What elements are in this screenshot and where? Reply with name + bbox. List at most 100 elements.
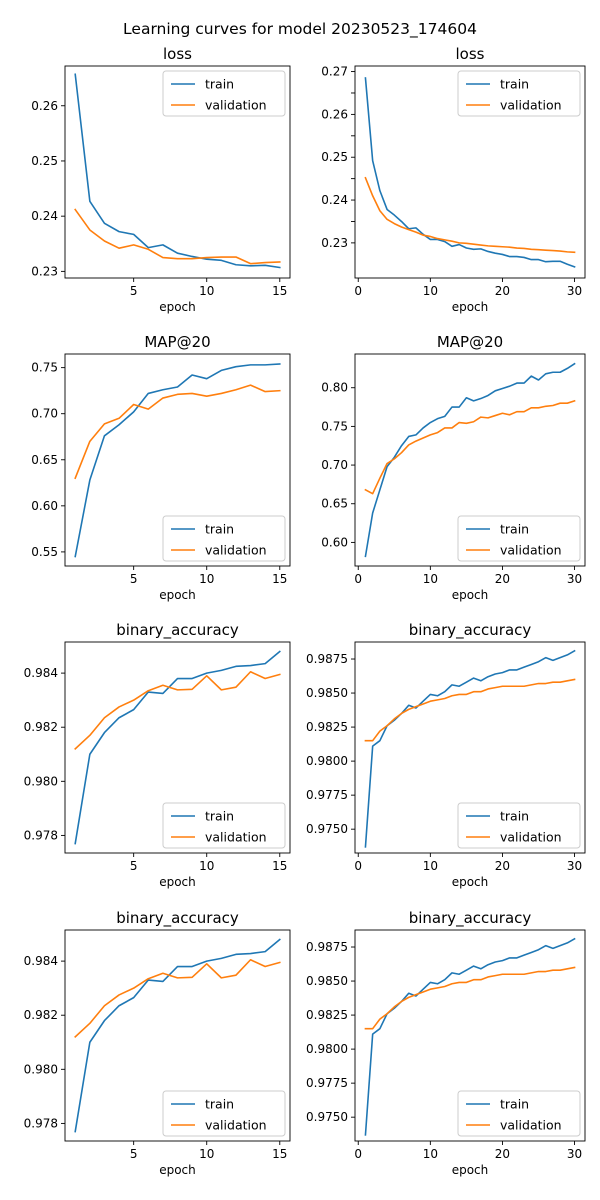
series-line-train: [74, 363, 281, 558]
legend-label-validation: validation: [205, 1118, 267, 1133]
y-tick-label: 0.9825: [306, 720, 348, 734]
x-axis-label: epoch: [159, 1163, 196, 1177]
axes-frame: [64, 641, 291, 854]
legend-label-train: train: [500, 522, 529, 537]
series-line-validation: [364, 966, 576, 1030]
subplot-3: MAP@20 5 10 15 0.55 0.60 0.65 0.70 0.75 epoch trai…: [31, 333, 291, 602]
legend-label-validation: validation: [500, 1118, 562, 1133]
legend: train validation: [162, 1090, 286, 1137]
y-tick-label: 0.982: [24, 1008, 58, 1022]
series-line-validation: [74, 384, 281, 480]
y-tick-label: 0.23: [31, 264, 58, 278]
y-tick-label: 0.984: [24, 666, 58, 680]
subplot-7: binary_accuracy 5 10 15 0.978 0.980 0.982 0.984…: [24, 909, 291, 1177]
y-tick-label: 0.70: [321, 458, 348, 472]
y-tick-label: 0.80: [321, 381, 348, 395]
subplot-2: loss 0 10 20 30 0.23 0.24 0.25 0.26 0.27 epoch trai…: [321, 45, 586, 314]
y-tick-label: 0.9775: [306, 788, 348, 802]
x-tick-label: 20: [495, 284, 510, 298]
x-tick-label: 20: [495, 1147, 510, 1161]
series-line-validation: [364, 678, 576, 742]
y-tick-label: 0.60: [31, 499, 58, 513]
legend-label-train: train: [500, 809, 529, 824]
y-tick-label: 0.9875: [306, 940, 348, 954]
x-tick-label: 10: [423, 1147, 438, 1161]
y-tick-label: 0.9875: [306, 652, 348, 666]
x-axis-label: epoch: [452, 300, 489, 314]
y-tick-label: 0.25: [31, 154, 58, 168]
legend-label-train: train: [205, 809, 234, 824]
legend: train validation: [457, 70, 581, 117]
y-tick-label: 0.980: [24, 1062, 58, 1076]
series-line-validation: [364, 399, 576, 495]
y-tick-label: 0.980: [24, 774, 58, 788]
x-axis-label: epoch: [452, 1163, 489, 1177]
subplot-8: binary_accuracy 0 10 20 30 0.9750 0.9775 0.9800…: [306, 909, 586, 1177]
x-tick-label: 15: [272, 284, 287, 298]
legend: train validation: [162, 70, 286, 117]
y-tick-label: 0.9800: [306, 1042, 348, 1056]
subplot-title: MAP@20: [437, 333, 503, 351]
legend: train validation: [162, 515, 286, 562]
x-tick-label: 0: [354, 284, 362, 298]
y-tick-label: 0.75: [31, 361, 58, 375]
legend: train validation: [457, 515, 581, 562]
x-tick-label: 10: [423, 859, 438, 873]
x-tick-label: 15: [272, 1147, 287, 1161]
x-tick-label: 20: [495, 572, 510, 586]
subplot-title: binary_accuracy: [116, 909, 239, 928]
legend-label-train: train: [205, 1097, 234, 1112]
x-tick-label: 5: [130, 1147, 138, 1161]
legend-label-validation: validation: [500, 830, 562, 845]
y-tick-label: 0.9750: [306, 822, 348, 836]
x-tick-label: 5: [130, 284, 138, 298]
y-tick-label: 0.25: [321, 150, 348, 164]
x-tick-label: 10: [199, 859, 214, 873]
y-tick-label: 0.978: [24, 828, 58, 842]
x-tick-label: 15: [272, 572, 287, 586]
x-tick-label: 30: [567, 284, 582, 298]
legend-label-validation: validation: [500, 98, 562, 113]
y-tick-label: 0.24: [31, 209, 58, 223]
y-tick-label: 0.75: [321, 419, 348, 433]
axes-frame: [354, 353, 586, 567]
y-tick-label: 0.60: [321, 535, 348, 549]
y-tick-label: 0.23: [321, 236, 348, 250]
series-line-train: [364, 77, 576, 268]
y-tick-label: 0.9825: [306, 1008, 348, 1022]
x-tick-label: 5: [130, 859, 138, 873]
x-tick-label: 15: [272, 859, 287, 873]
legend-label-validation: validation: [500, 543, 562, 558]
y-tick-label: 0.24: [321, 193, 348, 207]
x-tick-label: 10: [423, 284, 438, 298]
y-tick-label: 0.55: [31, 545, 58, 559]
y-tick-label: 0.65: [31, 453, 58, 467]
axes-frame: [354, 929, 586, 1142]
subplot-4: MAP@20 0 10 20 30 0.60 0.65 0.70 0.75 0.80 epoch tr…: [321, 333, 586, 602]
legend-label-validation: validation: [205, 543, 267, 558]
x-tick-label: 0: [354, 572, 362, 586]
subplot-title: binary_accuracy: [409, 909, 532, 928]
series-line-validation: [74, 208, 281, 265]
legend-label-train: train: [500, 1097, 529, 1112]
subplot-title: binary_accuracy: [409, 621, 532, 640]
y-tick-label: 0.978: [24, 1116, 58, 1130]
series-line-train: [74, 73, 281, 269]
series-line-train: [74, 650, 281, 845]
x-tick-label: 10: [199, 284, 214, 298]
y-tick-label: 0.9775: [306, 1076, 348, 1090]
subplot-title: loss: [456, 45, 485, 63]
subplot-title: binary_accuracy: [116, 621, 239, 640]
x-tick-label: 10: [199, 572, 214, 586]
x-tick-label: 20: [495, 859, 510, 873]
x-tick-label: 30: [567, 1147, 582, 1161]
x-tick-label: 0: [354, 859, 362, 873]
legend: train validation: [457, 1090, 581, 1137]
series-line-validation: [74, 958, 281, 1038]
x-axis-label: epoch: [452, 875, 489, 889]
legend: train validation: [457, 802, 581, 849]
legend-label-train: train: [500, 77, 529, 92]
x-axis-label: epoch: [159, 300, 196, 314]
y-tick-label: 0.982: [24, 720, 58, 734]
legend-label-train: train: [205, 77, 234, 92]
